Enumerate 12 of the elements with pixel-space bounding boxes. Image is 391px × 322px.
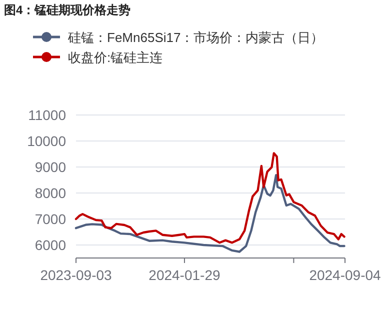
legend-label: 收盘价:锰硅主连 bbox=[68, 50, 163, 65]
y-tick-label: 9000 bbox=[34, 159, 66, 175]
x-tick-label: 2023-09-03 bbox=[40, 267, 112, 283]
x-tick-label: 2024-09-04 bbox=[309, 267, 382, 283]
legend-label: 硅锰：FeMn65Si17：市场价：内蒙古（日） bbox=[67, 30, 324, 45]
y-tick-label: 10000 bbox=[27, 133, 66, 149]
y-tick-label: 8000 bbox=[34, 185, 66, 201]
title: 图4：锰硅期现价格走势 bbox=[4, 3, 131, 17]
x-tick-label: 2024-01-29 bbox=[148, 267, 220, 283]
y-tick-label: 7000 bbox=[34, 211, 66, 227]
y-tick-label: 11000 bbox=[28, 107, 66, 123]
y-tick-label: 6000 bbox=[34, 237, 66, 253]
